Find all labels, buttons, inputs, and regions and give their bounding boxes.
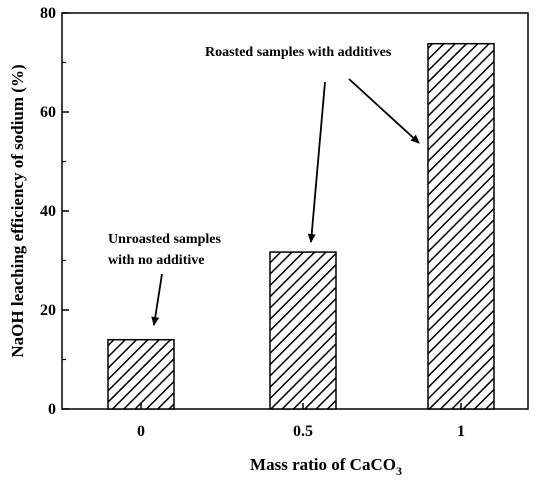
y-axis-label: NaOH leaching efficiency of sodium (%) [8,64,27,357]
y-tick-label: 40 [40,203,56,220]
bar-0 [107,338,175,410]
annotation-arrow-to-bar-0 [151,273,163,326]
y-axis-ticks: 0 20 40 60 80 [40,5,69,418]
y-tick-label: 60 [40,104,56,121]
x-axis-ticks: 0 0.5 1 [137,403,465,440]
bar-0.5 [269,251,337,410]
x-axis-label-main: Mass ratio of CaCO [250,455,396,474]
annotation-roasted-line1: Roasted samples with additives [205,45,392,60]
bar-1 [427,42,495,410]
x-tick-label: 1 [457,423,465,440]
annotation-arrow-to-bar-0.5 [307,81,326,243]
x-tick-label: 0 [137,423,145,440]
x-axis-label: Mass ratio of CaCO3 [250,455,402,478]
y-tick-label: 20 [40,302,56,319]
bars-group [107,42,495,410]
y-tick-label: 80 [40,5,56,22]
x-axis-label-subscript: 3 [396,464,402,478]
annotation-arrow-to-bar-1 [348,78,420,144]
annotation-unroasted-line2: with no additive [108,253,204,268]
x-tick-label: 0.5 [293,423,313,440]
y-tick-label: 0 [48,401,56,418]
annotation-unroasted-line1: Unroasted samples [108,232,221,247]
